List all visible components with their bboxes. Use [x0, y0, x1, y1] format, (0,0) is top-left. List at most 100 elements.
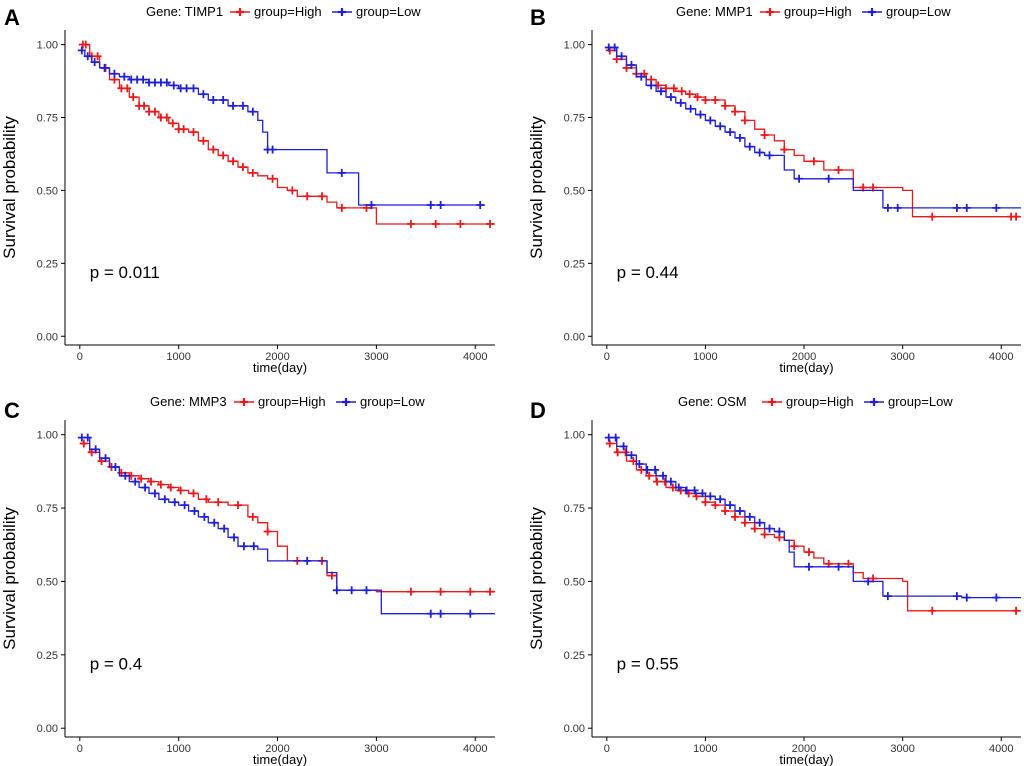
censor-mark — [677, 87, 686, 96]
censor-mark — [486, 587, 495, 596]
legend-item-high: group=High — [760, 4, 852, 19]
censor-mark — [190, 506, 199, 515]
censor-mark — [706, 492, 715, 501]
censor-mark — [332, 586, 341, 595]
censor-mark — [189, 84, 198, 93]
censor-mark — [199, 136, 208, 145]
censor-mark — [666, 477, 675, 486]
panel-letter-b: B — [530, 5, 546, 30]
censor-mark — [790, 542, 799, 551]
censor-mark — [141, 483, 150, 492]
series-low — [604, 43, 1021, 212]
y-tick-label: 0.50 — [37, 185, 58, 197]
censor-mark — [101, 454, 110, 463]
censor-mark — [466, 609, 475, 618]
survival-curve-high — [606, 49, 1021, 218]
censor-mark — [809, 157, 818, 166]
censor-mark — [804, 562, 813, 571]
x-tick-label: 1000 — [693, 743, 717, 755]
x-tick-label: 2000 — [792, 743, 816, 755]
censor-mark — [83, 433, 92, 442]
censor-mark — [731, 512, 739, 521]
series-high — [605, 439, 1021, 615]
censor-mark — [248, 107, 257, 116]
censor-mark — [406, 587, 415, 596]
censor-mark — [248, 512, 257, 521]
x-axis-title: time(day) — [253, 752, 307, 766]
legend-label: group=High — [258, 394, 326, 409]
censor-mark — [780, 145, 789, 154]
censor-mark — [651, 465, 660, 474]
legend-item-low: group=Low — [862, 4, 951, 19]
x-tick-label: 1000 — [693, 351, 717, 363]
y-axis-title: Survival probability — [0, 116, 19, 259]
x-tick-label: 4000 — [989, 743, 1013, 755]
legend-title: Gene: OSM — [678, 394, 747, 409]
panel-b: B Gene: MMP1 group=High group=Low 0.00 0.25 0.… — [527, 4, 1021, 375]
censor-mark — [745, 512, 754, 521]
censor-mark — [716, 122, 725, 131]
series-low — [77, 433, 495, 618]
censor-mark — [249, 542, 258, 551]
censor-mark — [160, 495, 169, 504]
censor-mark — [248, 168, 257, 177]
p-value: p = 0.4 — [90, 654, 142, 673]
panel-a: A Gene: TIMP1 group=High group=Low 0.00 0.25 0… — [0, 4, 495, 375]
censor-mark — [229, 101, 238, 110]
x-tick-label: 2000 — [792, 351, 816, 363]
censor-mark — [706, 116, 715, 125]
censor-mark — [726, 128, 735, 137]
x-tick-label: 3000 — [890, 351, 914, 363]
censor-mark — [686, 104, 695, 113]
x-tick-label: 3000 — [890, 743, 914, 755]
censor-mark — [659, 471, 668, 480]
series-high — [78, 40, 495, 228]
y-tick-label: 0.00 — [37, 723, 58, 735]
censor-mark — [731, 107, 739, 116]
censor-mark — [170, 498, 179, 507]
censor-mark — [100, 63, 109, 72]
censor-mark — [690, 486, 699, 495]
censor-mark — [214, 498, 223, 507]
censor-mark — [288, 186, 297, 195]
y-tick-label: 1.00 — [37, 430, 58, 442]
censor-mark — [219, 96, 228, 104]
censor-mark — [637, 72, 646, 81]
censor-mark — [685, 90, 694, 99]
censor-mark — [131, 477, 140, 486]
y-tick-label: 0.00 — [564, 331, 585, 343]
censor-mark — [711, 96, 720, 104]
censor-mark — [701, 498, 710, 507]
censor-mark — [268, 145, 277, 154]
censor-mark — [81, 40, 90, 49]
x-tick-label: 1000 — [166, 743, 190, 755]
legend-item-low: group=Low — [336, 394, 425, 409]
censor-mark — [1012, 606, 1021, 615]
censor-mark — [740, 518, 749, 527]
censor-mark — [645, 471, 654, 480]
survival-curve-low — [79, 436, 495, 615]
censor-mark — [199, 90, 208, 99]
censor-mark — [610, 43, 619, 52]
censor-mark — [611, 433, 620, 442]
censor-mark — [605, 439, 614, 448]
censor-mark — [209, 145, 218, 154]
censor-mark — [137, 474, 146, 483]
panel-letter-d: D — [530, 398, 546, 423]
censor-mark — [406, 219, 415, 228]
censor-mark — [653, 477, 662, 486]
censor-mark — [674, 483, 683, 492]
p-value: p = 0.011 — [90, 263, 160, 282]
x-axis-title: time(day) — [779, 752, 833, 766]
legend-label: group=Low — [360, 394, 425, 409]
legend-label: group=Low — [888, 394, 953, 409]
censor-mark — [992, 203, 1001, 212]
censor-mark — [436, 587, 445, 596]
censor-mark — [123, 84, 132, 93]
panel-d: D Gene: OSM group=High group=Low 0.00 0.25 0.5… — [527, 394, 1021, 766]
censor-mark — [795, 174, 804, 183]
censor-mark — [220, 524, 229, 533]
x-tick-label: 0 — [77, 743, 83, 755]
censor-mark — [669, 84, 678, 93]
y-tick-label: 0.25 — [37, 650, 58, 662]
